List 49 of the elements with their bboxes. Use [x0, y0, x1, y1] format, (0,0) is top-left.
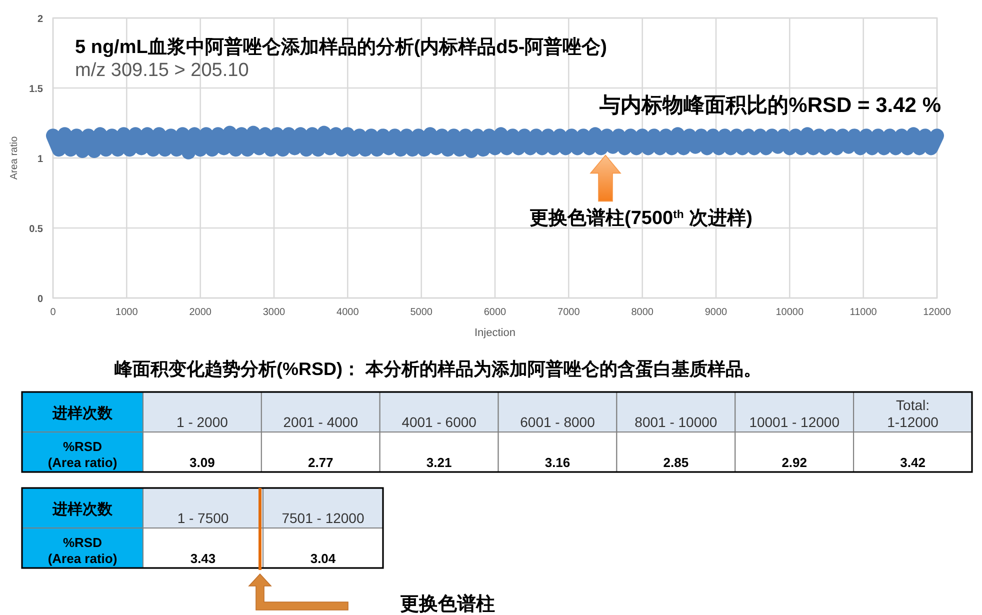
x-tick: 10000 — [776, 307, 804, 318]
x-tick: 6000 — [484, 307, 506, 318]
category: 2001 - 4000 — [283, 414, 358, 430]
value-label: 2.85 — [663, 455, 689, 470]
y-label: %RSD (Area ratio) — [48, 439, 118, 470]
value-label: 3.43 — [190, 551, 216, 566]
y-tick: 1.5 — [29, 84, 43, 95]
value-label: 3.16 — [544, 455, 570, 470]
x-tick: 3000 — [262, 307, 286, 318]
category: 10001 - 12000 — [749, 414, 840, 430]
annotation: 更换色谱柱(7500$^{th}$ 次进样) — [530, 207, 752, 230]
x-tick: 12000 — [923, 307, 951, 318]
category: 1 - 7500 — [177, 510, 229, 526]
y-label: %RSD (Area ratio) — [48, 535, 118, 566]
y-tick: 0.5 — [29, 224, 43, 235]
x-tick: 7000 — [558, 307, 580, 318]
x-tick: 1000 — [116, 307, 138, 318]
y-tick: 0 — [37, 294, 43, 305]
x-label: 进样次数 — [52, 405, 112, 422]
value-label: 2.92 — [782, 455, 808, 470]
value-label: 3.04 — [310, 551, 336, 566]
category: 8001 - 10000 — [634, 414, 718, 430]
annotation: 与内标物峰面积比的%RSD = 3.42 % — [600, 94, 941, 117]
category: 1 - 2000 — [176, 414, 228, 430]
x-tick: 9000 — [704, 307, 728, 318]
y-tick: 1 — [37, 154, 43, 165]
title: 5 ng/mL血浆中阿普唑仑添加样品的分析(内标样品d5-阿普唑仑) — [75, 37, 607, 58]
x-tick: 2000 — [189, 307, 212, 318]
category: Total: 1-12000 — [887, 397, 938, 430]
x-label: Injection — [474, 327, 516, 339]
category: 4001 - 6000 — [402, 414, 476, 430]
value-label: 3.21 — [426, 455, 452, 470]
x-tick: 0 — [50, 307, 56, 318]
category: 7501 - 12000 — [282, 510, 364, 526]
x-label: 进样次数 — [52, 501, 112, 518]
category: 6001 - 8000 — [520, 414, 595, 430]
subtitle: m/z 309.15 > 205.10 — [75, 60, 249, 81]
annotation: 更换色谱柱(7500$^{th}$ 次进样) — [530, 154, 752, 230]
x-tick: 8000 — [631, 307, 654, 318]
annotation: 更换色谱柱 — [400, 594, 495, 615]
x-tick: 11000 — [850, 307, 877, 318]
x-tick: 4000 — [336, 307, 359, 318]
y-label: Area ratio — [9, 136, 20, 180]
x-tick: 5000 — [410, 307, 432, 318]
value-label: 3.42 — [900, 455, 926, 470]
y-tick: 2 — [37, 14, 43, 25]
title: 峰面积变化趋势分析(%RSD)： 本分析的样品为添加阿普唑仑的含蛋白基质样品。 — [114, 359, 762, 379]
value-label: 2.77 — [308, 455, 334, 470]
value-label: 3.09 — [190, 455, 215, 470]
